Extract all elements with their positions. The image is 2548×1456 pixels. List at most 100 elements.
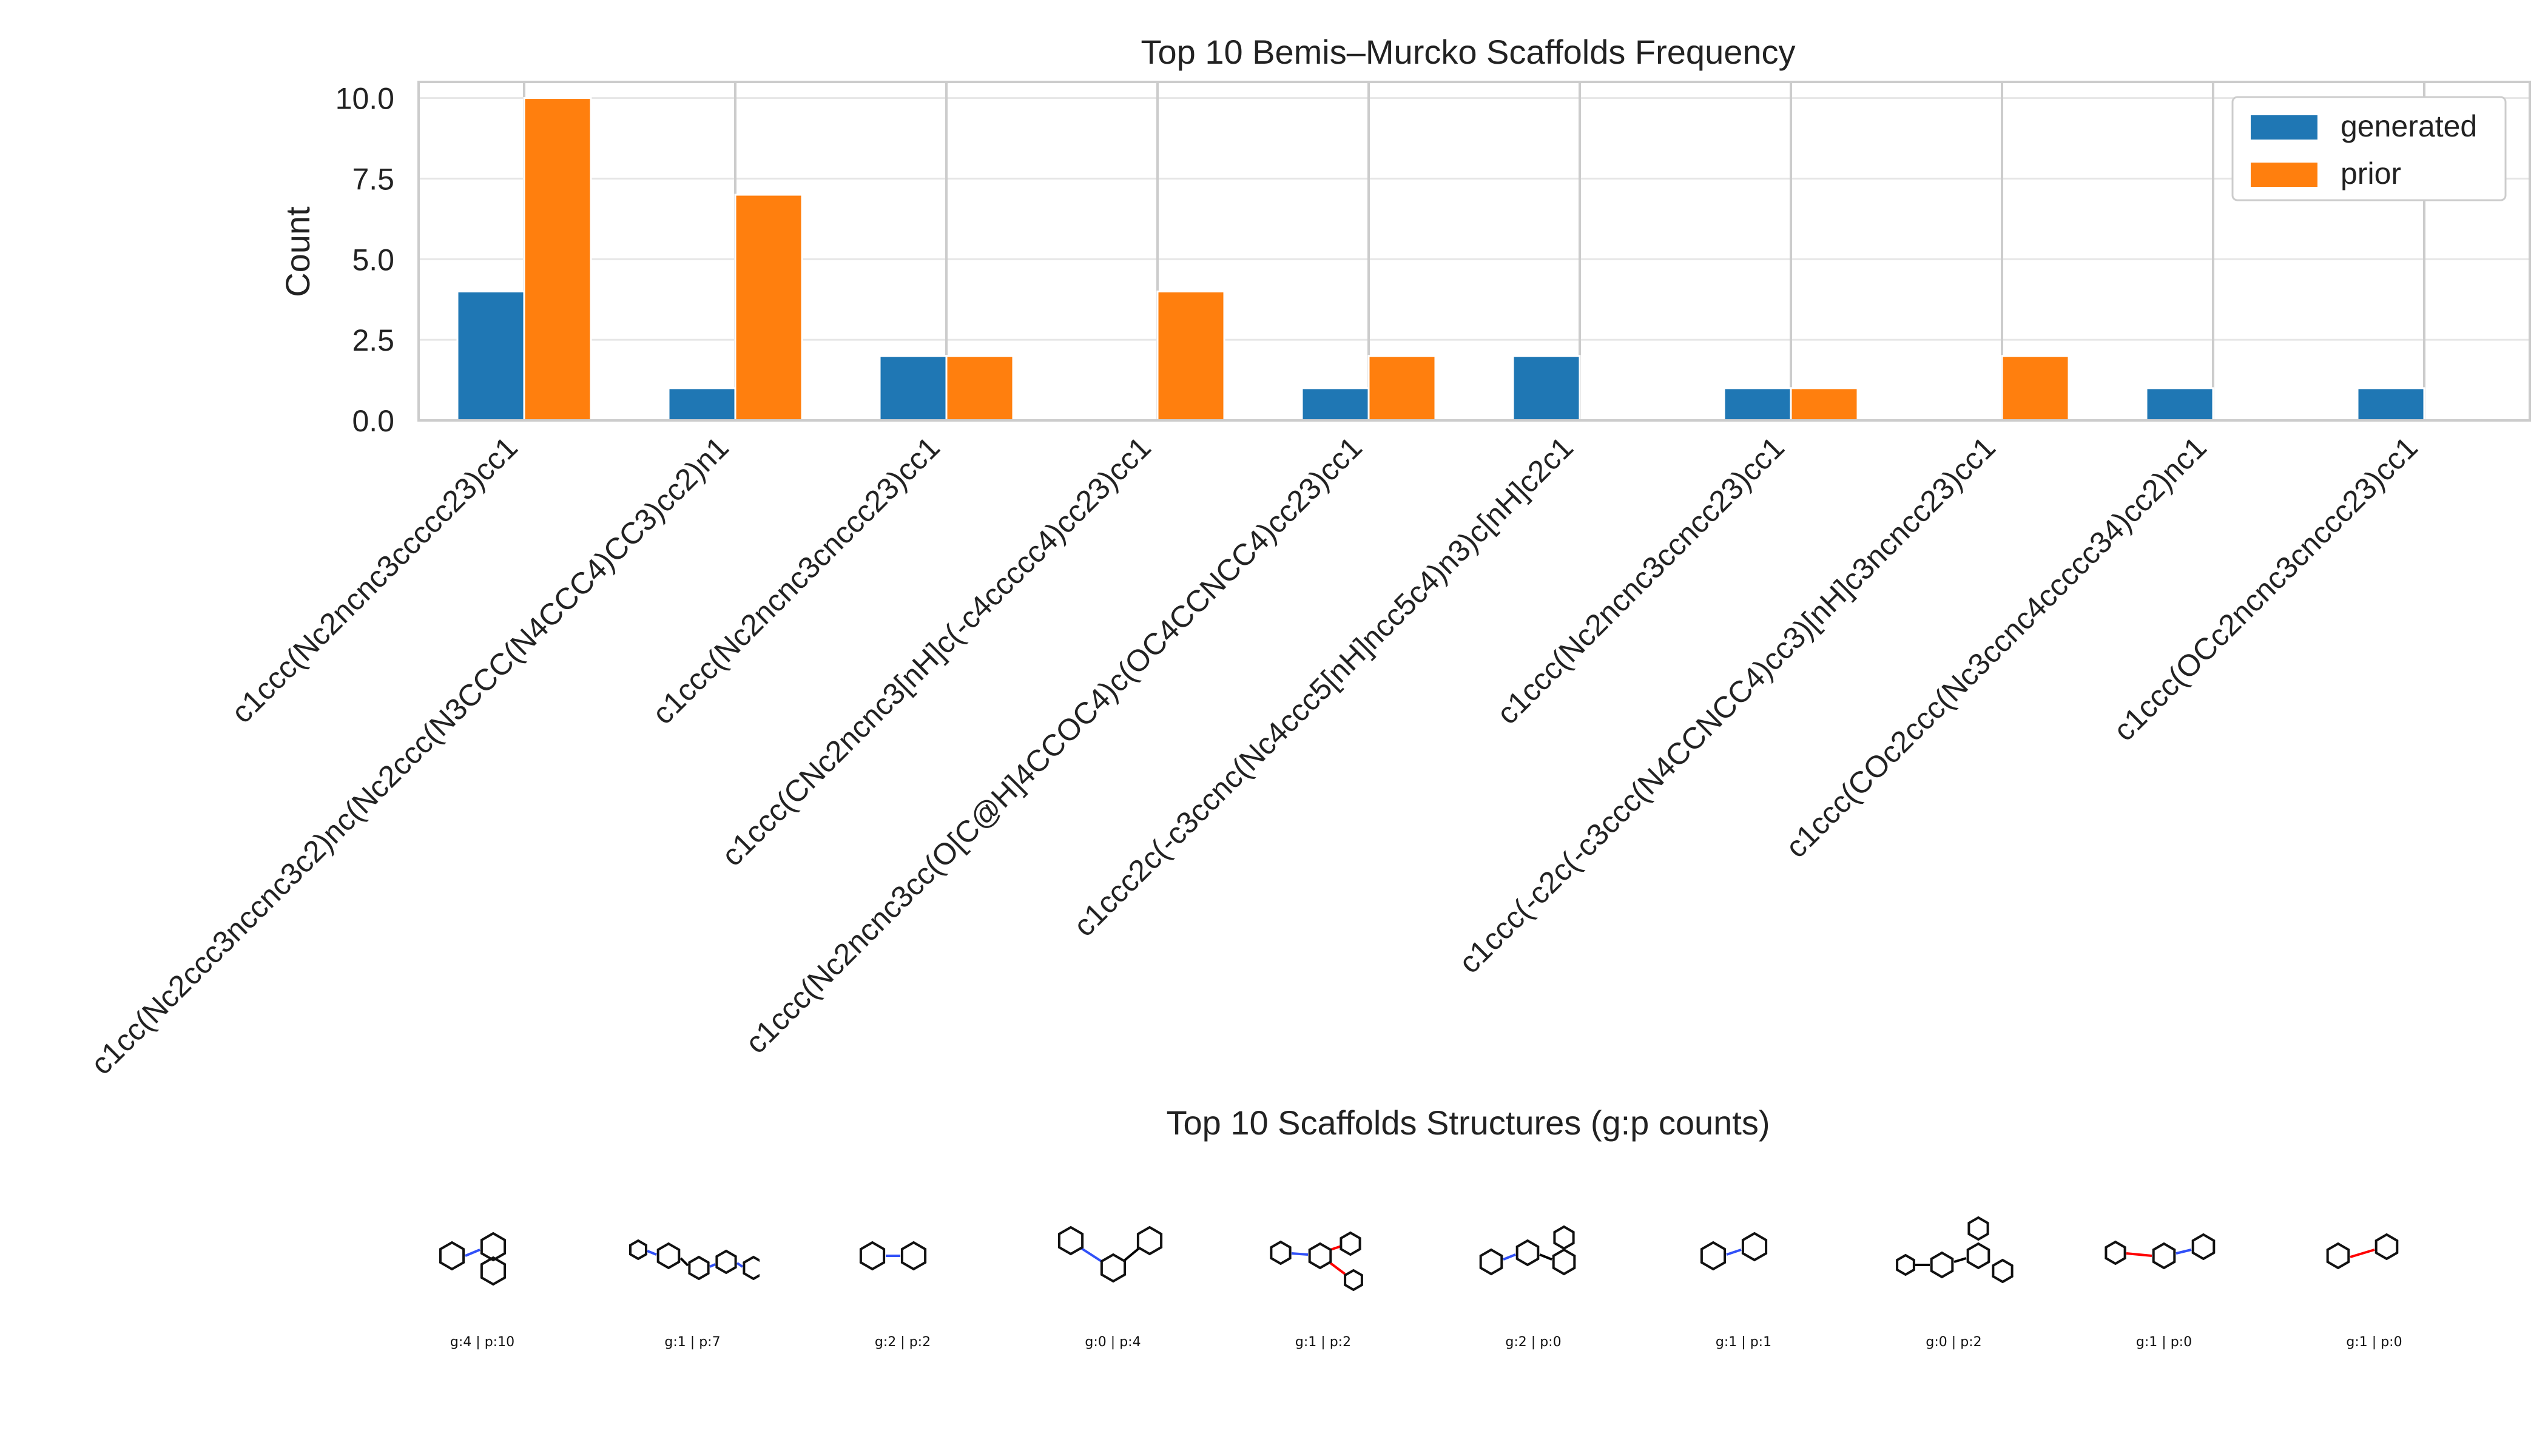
- scaffold-count-caption: g:1 | p:2: [1295, 1335, 1352, 1350]
- bond: [1539, 1253, 1552, 1261]
- legend-label-generated: generated: [2341, 109, 2477, 143]
- bond: [1329, 1262, 1346, 1275]
- legend-swatch-generated: [2251, 115, 2317, 140]
- scaffold-structure-cell: g:1 | p:1: [1665, 1189, 1822, 1383]
- scaffold-structure-cell: g:1 | p:2: [1244, 1189, 1402, 1383]
- scaffold-structure-drawing: [439, 1232, 507, 1286]
- bar-generated: [878, 355, 948, 422]
- bond: [2349, 1249, 2375, 1258]
- scaffold-structure-drawing: [1700, 1232, 1768, 1271]
- bond: [1330, 1245, 1342, 1251]
- scaffold-structure-cell: g:1 | p:7: [614, 1189, 772, 1383]
- scaffold-count-caption: g:2 | p:0: [1505, 1335, 1562, 1350]
- ring: [1479, 1248, 1503, 1276]
- ring: [1308, 1242, 1332, 1270]
- y-tick-label: 2.5: [352, 323, 394, 357]
- ring: [1991, 1258, 2014, 1284]
- bar-prior: [1367, 355, 1437, 422]
- scaffold-structure-cell: g:2 | p:0: [1455, 1189, 1613, 1383]
- bar-generated: [1512, 355, 1581, 422]
- ring: [2105, 1240, 2126, 1266]
- bond: [736, 1262, 743, 1268]
- x-tick-label: c1ccc(CNc2ncnc3[nH]c(-c4ccccc4)cc23)cc1: [715, 430, 1158, 872]
- ring: [2374, 1233, 2398, 1261]
- bond: [1080, 1247, 1103, 1263]
- ring: [1344, 1269, 1363, 1292]
- bar-generated: [667, 387, 736, 422]
- scaffold-structure-drawing: [2105, 1233, 2216, 1270]
- scaffold-count-caption: g:1 | p:7: [664, 1335, 721, 1350]
- bar-prior: [734, 194, 803, 422]
- ring: [480, 1256, 507, 1286]
- bond: [1726, 1249, 1742, 1256]
- legend-swatch-prior: [2251, 163, 2317, 187]
- ring: [1136, 1225, 1162, 1256]
- y-axis-label: Count: [278, 206, 317, 297]
- x-tick-label: c1ccc(COc2ccc(Nc3ccnc4ccccc34)cc2)nc1: [1779, 430, 2213, 864]
- ring: [1930, 1251, 1953, 1279]
- scaffold-structure-cell: g:1 | p:0: [2296, 1189, 2453, 1383]
- ring: [859, 1241, 886, 1271]
- plot-frame: [417, 81, 2531, 422]
- scaffold-structure-drawing: [1057, 1225, 1162, 1283]
- bond: [646, 1250, 657, 1256]
- scaffold-structure-cell: g:4 | p:10: [403, 1189, 561, 1383]
- scaffold-count-caption: g:4 | p:10: [450, 1335, 515, 1350]
- scaffold-structure-cell: g:0 | p:2: [1875, 1189, 2033, 1383]
- y-tick-label: 5.0: [352, 243, 394, 277]
- bond: [709, 1263, 716, 1268]
- ring: [1552, 1248, 1576, 1276]
- scaffold-count-caption: g:0 | p:4: [1085, 1335, 1141, 1350]
- bond: [1502, 1253, 1516, 1261]
- bar-generated: [2145, 387, 2214, 422]
- scaffold-structure-drawing: [1895, 1216, 2014, 1284]
- bond: [1953, 1257, 1967, 1263]
- ring: [629, 1239, 647, 1261]
- ring: [715, 1249, 737, 1275]
- ring: [1741, 1232, 1768, 1262]
- ring: [1895, 1253, 1915, 1276]
- ring: [1967, 1216, 1989, 1241]
- bar-generated: [456, 290, 525, 422]
- structures-title: Top 10 Scaffolds Structures (g:p counts): [1166, 1104, 1770, 1142]
- ring: [1700, 1241, 1727, 1271]
- ring: [2191, 1233, 2216, 1261]
- ring: [900, 1241, 927, 1271]
- y-tick-label: 0.0: [352, 404, 394, 438]
- ring: [1270, 1240, 1292, 1266]
- bar-generated: [2356, 387, 2425, 422]
- bar-prior: [523, 97, 592, 422]
- ring: [1057, 1225, 1084, 1256]
- bar-prior: [1156, 290, 1225, 422]
- scaffold-count-caption: g:1 | p:0: [2346, 1335, 2402, 1350]
- bar-prior: [1790, 387, 1859, 422]
- scaffold-structure-cell: g:1 | p:0: [2085, 1189, 2243, 1383]
- chart-title: Top 10 Bemis–Murcko Scaffolds Frequency: [1141, 33, 1795, 71]
- scaffold-count-caption: g:1 | p:0: [2135, 1335, 2192, 1350]
- bond: [1123, 1247, 1139, 1262]
- scaffold-structure-drawing: [859, 1241, 927, 1271]
- ring: [656, 1242, 680, 1270]
- bar-prior: [2001, 355, 2070, 422]
- y-tick-label: 7.5: [352, 162, 394, 196]
- scaffold-count-caption: g:2 | p:2: [874, 1335, 931, 1350]
- ring: [742, 1255, 760, 1281]
- scaffold-structure-drawing: [1479, 1225, 1576, 1276]
- ring: [439, 1241, 465, 1271]
- bond: [465, 1249, 480, 1257]
- ring: [2326, 1242, 2350, 1270]
- bond: [679, 1257, 689, 1267]
- scaffold-structure-cell: g:0 | p:4: [1034, 1189, 1192, 1383]
- bond: [2176, 1249, 2192, 1255]
- x-tick-label: c1ccc2c(-c3ccnc(Nc4ccc5[nH]ncc5c4)n3)c[n…: [1067, 430, 1580, 943]
- ring: [687, 1255, 710, 1281]
- scaffold-structure-drawing: [1270, 1231, 1363, 1292]
- scaffold-count-caption: g:1 | p:1: [1715, 1335, 1772, 1350]
- bar-prior: [945, 355, 1014, 422]
- ring: [2152, 1242, 2176, 1270]
- bond: [2126, 1252, 2152, 1257]
- scaffold-count-caption: g:0 | p:2: [1926, 1335, 1982, 1350]
- scaffold-structure-cell: g:2 | p:2: [824, 1189, 982, 1383]
- bar-generated: [1301, 387, 1370, 422]
